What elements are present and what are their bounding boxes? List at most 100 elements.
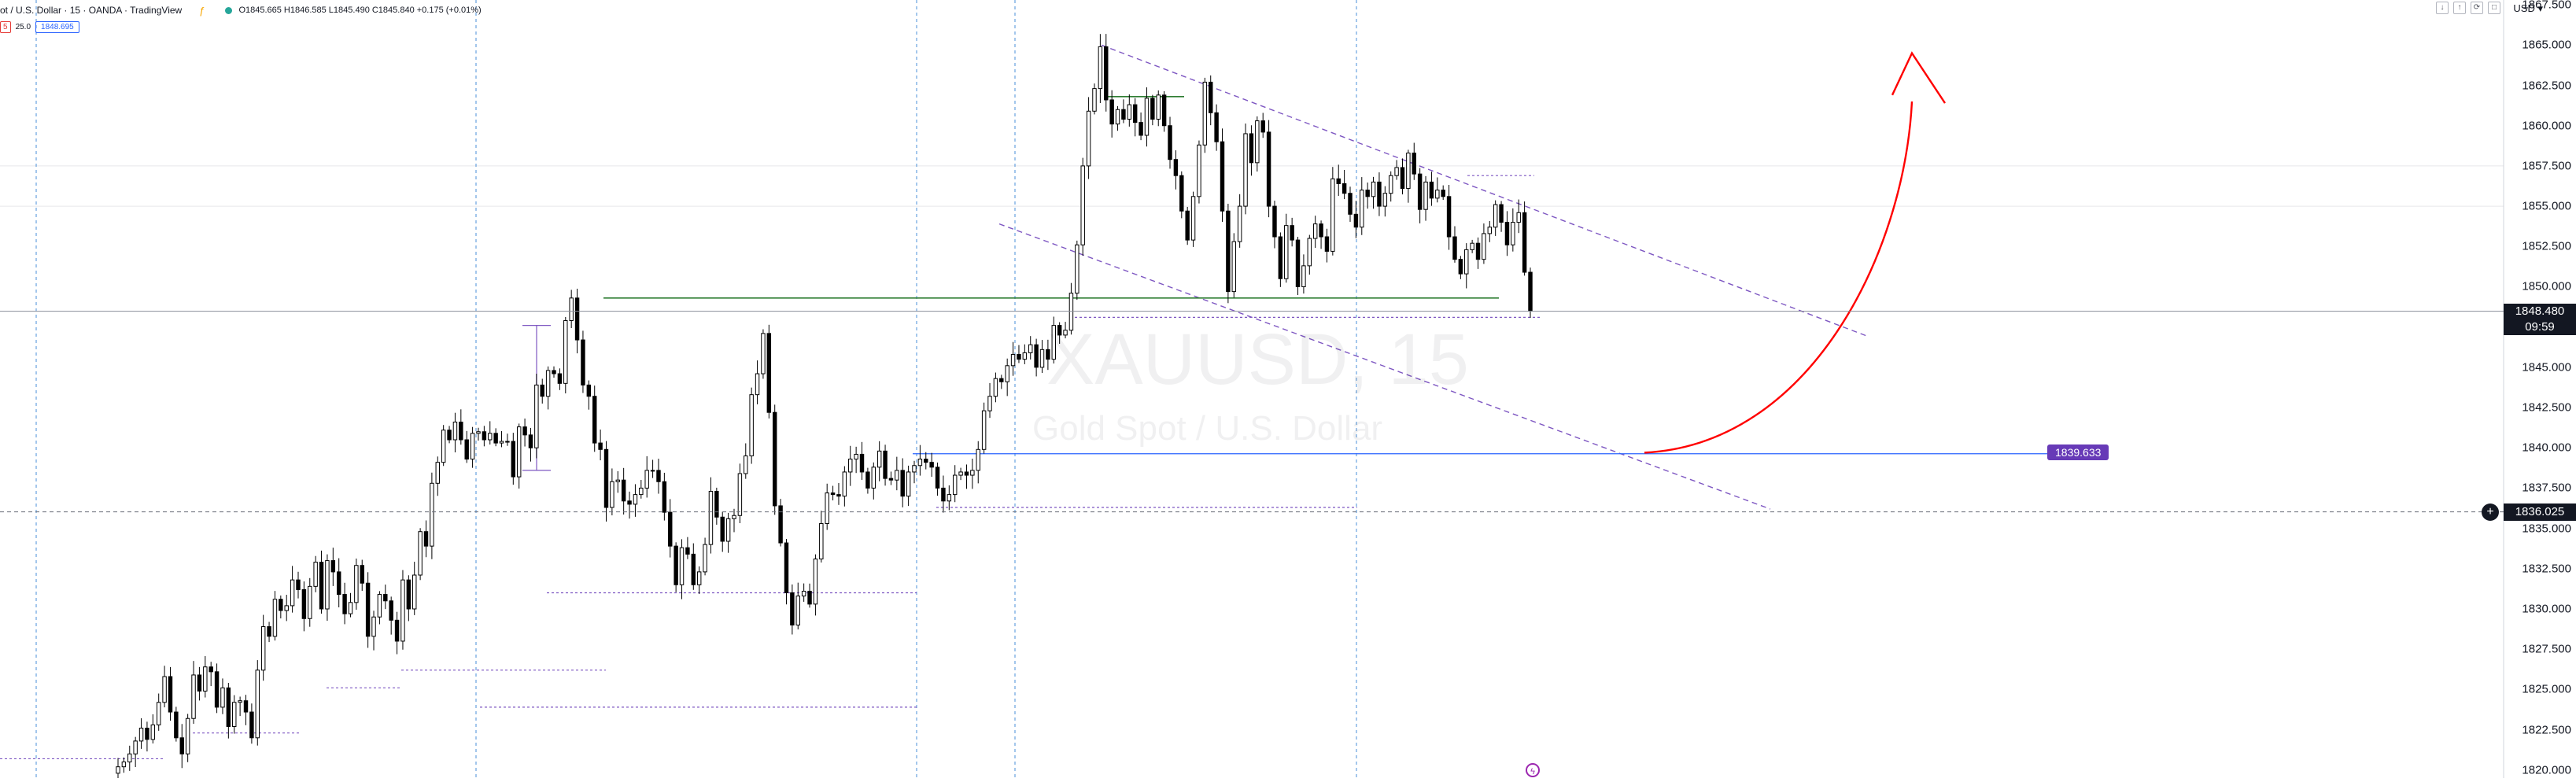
candle-body — [360, 565, 364, 584]
candle-body — [133, 740, 138, 754]
candle-body — [441, 430, 446, 463]
indicator-value: 25.0 — [15, 23, 31, 31]
candle-body — [1028, 344, 1033, 353]
candle-body — [1394, 167, 1399, 176]
candle-body — [354, 565, 359, 603]
candle-body — [365, 582, 371, 637]
candle-body — [964, 471, 969, 476]
candle-body — [766, 333, 772, 413]
candle-body — [1086, 110, 1091, 167]
price-axis-tick: 1845.000 — [2522, 360, 2571, 374]
chevron-down-icon: ▾ — [2534, 2, 2543, 14]
drawings-layer[interactable] — [0, 44, 2069, 760]
chart-controls: ↓ ↑ ⟳ □ — [2436, 2, 2500, 14]
candle-body — [1487, 227, 1493, 234]
candle-body — [377, 594, 382, 618]
scroll-down-icon[interactable]: ↓ — [2436, 2, 2449, 14]
target-level-tag[interactable]: 1839.633 — [2047, 444, 2109, 460]
candle-body — [1092, 88, 1097, 112]
candle-body — [243, 700, 249, 713]
candle-body — [1435, 190, 1440, 199]
candle-body — [1319, 223, 1323, 238]
price-axis-tick: 1822.500 — [2522, 723, 2571, 737]
indicator-badge[interactable]: 5 — [0, 21, 11, 33]
candle-body — [290, 579, 295, 607]
candle-body — [191, 674, 196, 719]
price-axis-tick: 1842.500 — [2522, 400, 2571, 415]
candle-body — [1005, 365, 1009, 382]
candle-body — [301, 588, 307, 619]
candle-body — [970, 470, 975, 476]
candle-body — [708, 491, 714, 545]
candle-body — [720, 516, 725, 542]
currency-select[interactable]: USD ▾ — [2513, 2, 2543, 15]
symbol-title[interactable]: ot / U.S. Dollar · 15 · OANDA · TradingV… — [0, 5, 183, 16]
candle-body — [203, 666, 208, 692]
candle-body — [1307, 238, 1312, 267]
lightning-icon[interactable]: ϟ — [1526, 763, 1540, 777]
candle-body — [1209, 81, 1213, 113]
candle-body — [848, 459, 853, 473]
maximize-icon[interactable]: □ — [2488, 2, 2500, 14]
price-axis-tick: 1827.500 — [2522, 642, 2571, 656]
candle-body — [842, 471, 847, 497]
candle-body — [755, 373, 760, 396]
candle-body — [476, 431, 481, 434]
candle-body — [516, 426, 522, 478]
scroll-up-icon[interactable]: ↑ — [2453, 2, 2466, 14]
candle-body — [238, 700, 242, 703]
candle-body — [1104, 46, 1109, 101]
candle-body — [1266, 131, 1271, 207]
candle-body — [627, 500, 632, 505]
candle-body — [784, 542, 789, 594]
candle-body — [1063, 330, 1068, 336]
candle-body — [633, 494, 638, 505]
reset-icon[interactable]: ⟳ — [2471, 2, 2483, 14]
channel-lower-line — [998, 223, 1771, 510]
candle-body — [482, 431, 487, 441]
candle-body — [1098, 46, 1103, 90]
candle-body — [260, 626, 266, 671]
indicator-row: 5 25.0 1848.695 — [0, 21, 79, 33]
candle-body — [330, 560, 336, 573]
candle-body — [1046, 349, 1050, 360]
candle-body — [156, 702, 161, 725]
add-alert-icon[interactable]: + — [2482, 503, 2499, 521]
indicator-price-badge[interactable]: 1848.695 — [35, 21, 79, 33]
candle-body — [790, 592, 795, 625]
projection-arrow-path — [1644, 101, 1914, 454]
candle-body — [1482, 233, 1486, 260]
candle-body — [534, 384, 539, 448]
alert-icon[interactable]: ƒ — [199, 4, 205, 17]
candle-body — [1185, 210, 1190, 241]
candle-body — [1121, 109, 1126, 120]
candle-body — [452, 421, 458, 441]
candle-body — [488, 433, 493, 441]
candle-body — [662, 481, 667, 513]
candle-body — [1516, 212, 1521, 223]
ohlc-values: O1845.665 H1846.585 L1845.490 C1845.840 … — [238, 6, 482, 15]
candle-body — [883, 450, 888, 479]
candle-body — [1504, 222, 1510, 245]
candle-body — [696, 571, 702, 585]
candle-body — [319, 562, 324, 610]
candle-body — [1173, 159, 1179, 176]
current-price-tag: 1848.480 09:59 — [2504, 303, 2576, 335]
candle-body — [941, 487, 946, 502]
candle-body — [1406, 153, 1411, 190]
candle-body — [545, 370, 551, 397]
candle-body — [499, 441, 504, 444]
candle-body — [952, 474, 958, 496]
candle-body — [1464, 249, 1469, 275]
candle-body — [737, 473, 743, 516]
candle-body — [1231, 241, 1236, 293]
candle-body — [1068, 293, 1074, 331]
candle-body — [179, 737, 184, 754]
candle-body — [1295, 239, 1301, 287]
candle-body — [895, 470, 899, 481]
price-axis-tick: 1850.000 — [2522, 279, 2571, 293]
candle-body — [138, 728, 144, 742]
candle-body — [1109, 99, 1114, 125]
